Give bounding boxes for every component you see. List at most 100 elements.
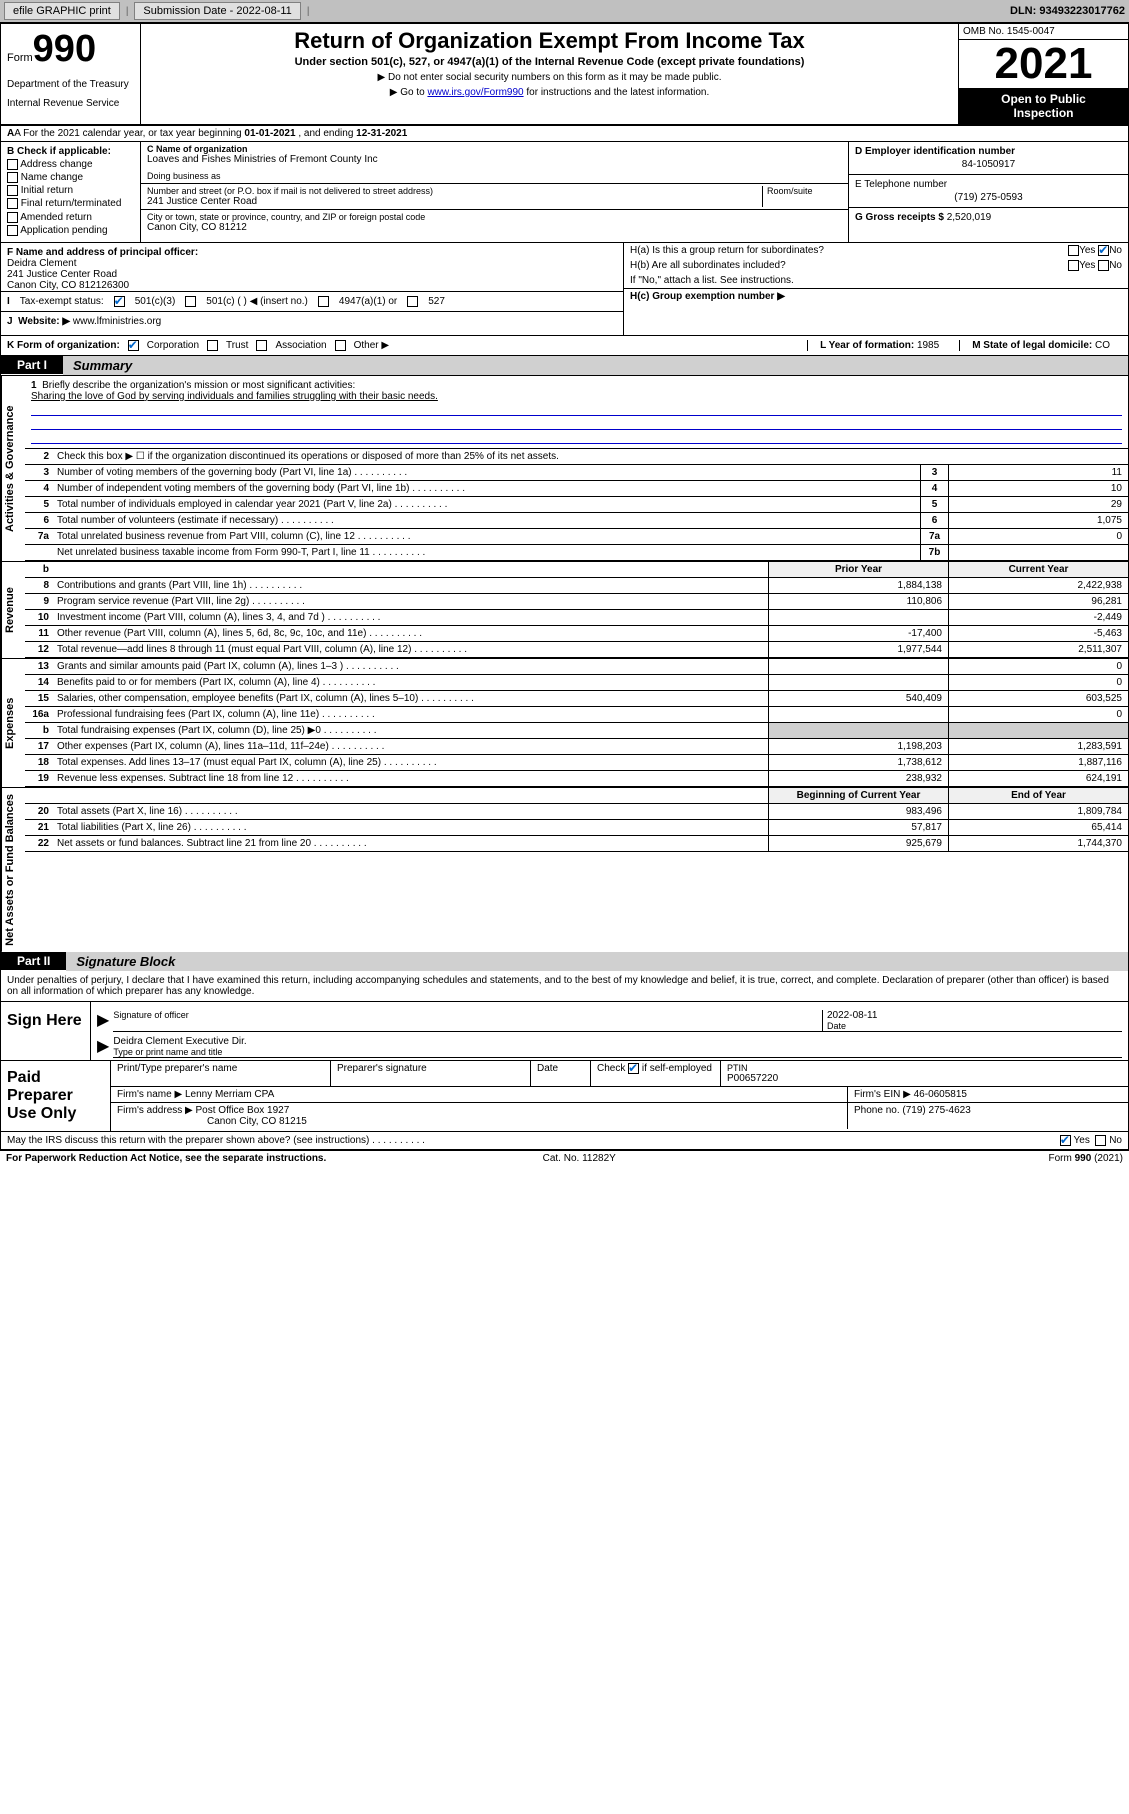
- summary-line: 9Program service revenue (Part VIII, lin…: [25, 594, 1128, 610]
- cb-amended[interactable]: Amended return: [7, 212, 134, 223]
- ha-yes[interactable]: [1068, 245, 1079, 256]
- sign-here-block: Sign Here ▶ Signature of officer 2022-08…: [1, 1002, 1128, 1061]
- form-990-page: Form990 Department of the Treasury Inter…: [0, 23, 1129, 1151]
- summary-expenses: Expenses 13Grants and similar amounts pa…: [1, 658, 1128, 787]
- sig-date: 2022-08-11: [827, 1010, 1122, 1021]
- discuss-no[interactable]: [1095, 1135, 1106, 1146]
- part-1-header: Part I Summary: [1, 356, 1128, 375]
- prior-year-hdr: Prior Year: [768, 562, 948, 577]
- summary-line: 12Total revenue—add lines 8 through 11 (…: [25, 642, 1128, 658]
- sig-label: Signature of officer: [113, 1010, 188, 1020]
- cb-initial-return[interactable]: Initial return: [7, 185, 134, 196]
- cb-501c[interactable]: [185, 296, 196, 307]
- cb-final-return[interactable]: Final return/terminated: [7, 198, 134, 209]
- summary-line: Net unrelated business taxable income fr…: [25, 545, 1128, 561]
- col-c-org-info: C Name of organization Loaves and Fishes…: [141, 142, 848, 242]
- summary-line: 17Other expenses (Part IX, column (A), l…: [25, 739, 1128, 755]
- d-label: D Employer identification number: [855, 146, 1122, 157]
- summary-line: 5Total number of individuals employed in…: [25, 497, 1128, 513]
- summary-line: 13Grants and similar amounts paid (Part …: [25, 659, 1128, 675]
- firm-name: Lenny Merriam CPA: [185, 1089, 274, 1100]
- officer-sig-name: Deidra Clement Executive Dir.: [113, 1036, 1122, 1047]
- col-d-e-g: D Employer identification number 84-1050…: [848, 142, 1128, 242]
- hc-label: H(c) Group exemption number ▶: [630, 291, 1122, 302]
- cb-trust[interactable]: [207, 340, 218, 351]
- begin-year-hdr: Beginning of Current Year: [768, 788, 948, 803]
- summary-line: 11Other revenue (Part VIII, column (A), …: [25, 626, 1128, 642]
- vtab-net-assets: Net Assets or Fund Balances: [1, 788, 25, 952]
- preparer-date-hdr: Date: [531, 1061, 591, 1086]
- cb-self-employed[interactable]: [628, 1063, 639, 1074]
- summary-line: 19Revenue less expenses. Subtract line 1…: [25, 771, 1128, 787]
- ha-no[interactable]: [1098, 245, 1109, 256]
- summary-line: bTotal fundraising expenses (Part IX, co…: [25, 723, 1128, 739]
- page-footer: For Paperwork Reduction Act Notice, see …: [0, 1151, 1129, 1166]
- dept-label: Department of the Treasury: [7, 79, 134, 90]
- summary-line: 16aProfessional fundraising fees (Part I…: [25, 707, 1128, 723]
- hb-no[interactable]: [1098, 260, 1109, 271]
- summary-governance: Activities & Governance 1 Briefly descri…: [1, 375, 1128, 561]
- cb-other[interactable]: [335, 340, 346, 351]
- section-b-through-g: B Check if applicable: Address change Na…: [1, 142, 1128, 243]
- cb-corp[interactable]: [128, 340, 139, 351]
- preparer-name-hdr: Print/Type preparer's name: [111, 1061, 331, 1086]
- topbar: efile GRAPHIC print | Submission Date - …: [0, 0, 1129, 23]
- cat-no: Cat. No. 11282Y: [543, 1153, 616, 1164]
- date-label: Date: [827, 1021, 1122, 1031]
- efile-button[interactable]: efile GRAPHIC print: [4, 2, 120, 20]
- irs-link[interactable]: www.irs.gov/Form990: [427, 87, 523, 98]
- gross-receipts: 2,520,019: [947, 212, 992, 223]
- col-f-officer: F Name and address of principal officer:…: [1, 243, 623, 335]
- g-label: G Gross receipts $: [855, 212, 944, 223]
- form-note-2: ▶ Go to www.irs.gov/Form990 for instruct…: [147, 87, 952, 98]
- omb-number: OMB No. 1545-0047: [959, 24, 1128, 40]
- ein-value: 84-1050917: [855, 159, 1122, 170]
- form-header: Form990 Department of the Treasury Inter…: [1, 24, 1128, 126]
- part-2-tag: Part II: [1, 952, 66, 970]
- cb-501c3[interactable]: [114, 296, 125, 307]
- officer-name: Deidra Clement: [7, 258, 617, 269]
- org-name: Loaves and Fishes Ministries of Fremont …: [147, 154, 842, 165]
- mission-text: Sharing the love of God by serving indiv…: [31, 391, 438, 402]
- i-label: Tax-exempt status:: [20, 296, 104, 307]
- divider: |: [307, 6, 310, 17]
- summary-line: 18Total expenses. Add lines 13–17 (must …: [25, 755, 1128, 771]
- part-1-title: Summary: [63, 356, 1128, 375]
- paid-preparer-block: Paid Preparer Use Only Print/Type prepar…: [1, 1061, 1128, 1132]
- col-h-group: H(a) Is this a group return for subordin…: [623, 243, 1128, 335]
- cb-assoc[interactable]: [256, 340, 267, 351]
- k-label: K Form of organization:: [7, 340, 120, 351]
- arrow-icon: ▶: [97, 1036, 109, 1058]
- arrow-icon: ▶: [97, 1010, 109, 1032]
- current-year-hdr: Current Year: [948, 562, 1128, 577]
- ha-label: H(a) Is this a group return for subordin…: [630, 245, 1068, 256]
- hb-label: H(b) Are all subordinates included?: [630, 260, 1068, 271]
- summary-line: 3Number of voting members of the governi…: [25, 465, 1128, 481]
- dba-label: Doing business as: [147, 171, 842, 181]
- cb-527[interactable]: [407, 296, 418, 307]
- end-year-hdr: End of Year: [948, 788, 1128, 803]
- tax-year: 2021: [959, 40, 1128, 88]
- hb-yes[interactable]: [1068, 260, 1079, 271]
- cb-name-change[interactable]: Name change: [7, 172, 134, 183]
- summary-line: 8Contributions and grants (Part VIII, li…: [25, 578, 1128, 594]
- line-1-mission: 1 Briefly describe the organization's mi…: [25, 376, 1128, 449]
- submission-date-button[interactable]: Submission Date - 2022-08-11: [134, 2, 300, 20]
- street-label: Number and street (or P.O. box if mail i…: [147, 186, 762, 196]
- vtab-expenses: Expenses: [1, 659, 25, 787]
- firm-ein: 46-0605815: [914, 1089, 967, 1100]
- firm-phone: (719) 275-4623: [902, 1105, 970, 1116]
- hb-note: If "No," attach a list. See instructions…: [630, 275, 1122, 286]
- cb-4947[interactable]: [318, 296, 329, 307]
- website-value: www.lfministries.org: [73, 316, 161, 327]
- phone-value: (719) 275-0593: [855, 192, 1122, 203]
- discuss-yes[interactable]: [1060, 1135, 1071, 1146]
- may-discuss-text: May the IRS discuss this return with the…: [7, 1135, 425, 1146]
- city-label: City or town, state or province, country…: [147, 212, 842, 222]
- cb-app-pending[interactable]: Application pending: [7, 225, 134, 236]
- summary-line: 22Net assets or fund balances. Subtract …: [25, 836, 1128, 852]
- row-k-l-m: K Form of organization: Corporation Trus…: [1, 336, 1128, 356]
- form-note-1: ▶ Do not enter social security numbers o…: [147, 72, 952, 83]
- cb-address-change[interactable]: Address change: [7, 159, 134, 170]
- form-title: Return of Organization Exempt From Incom…: [147, 28, 952, 54]
